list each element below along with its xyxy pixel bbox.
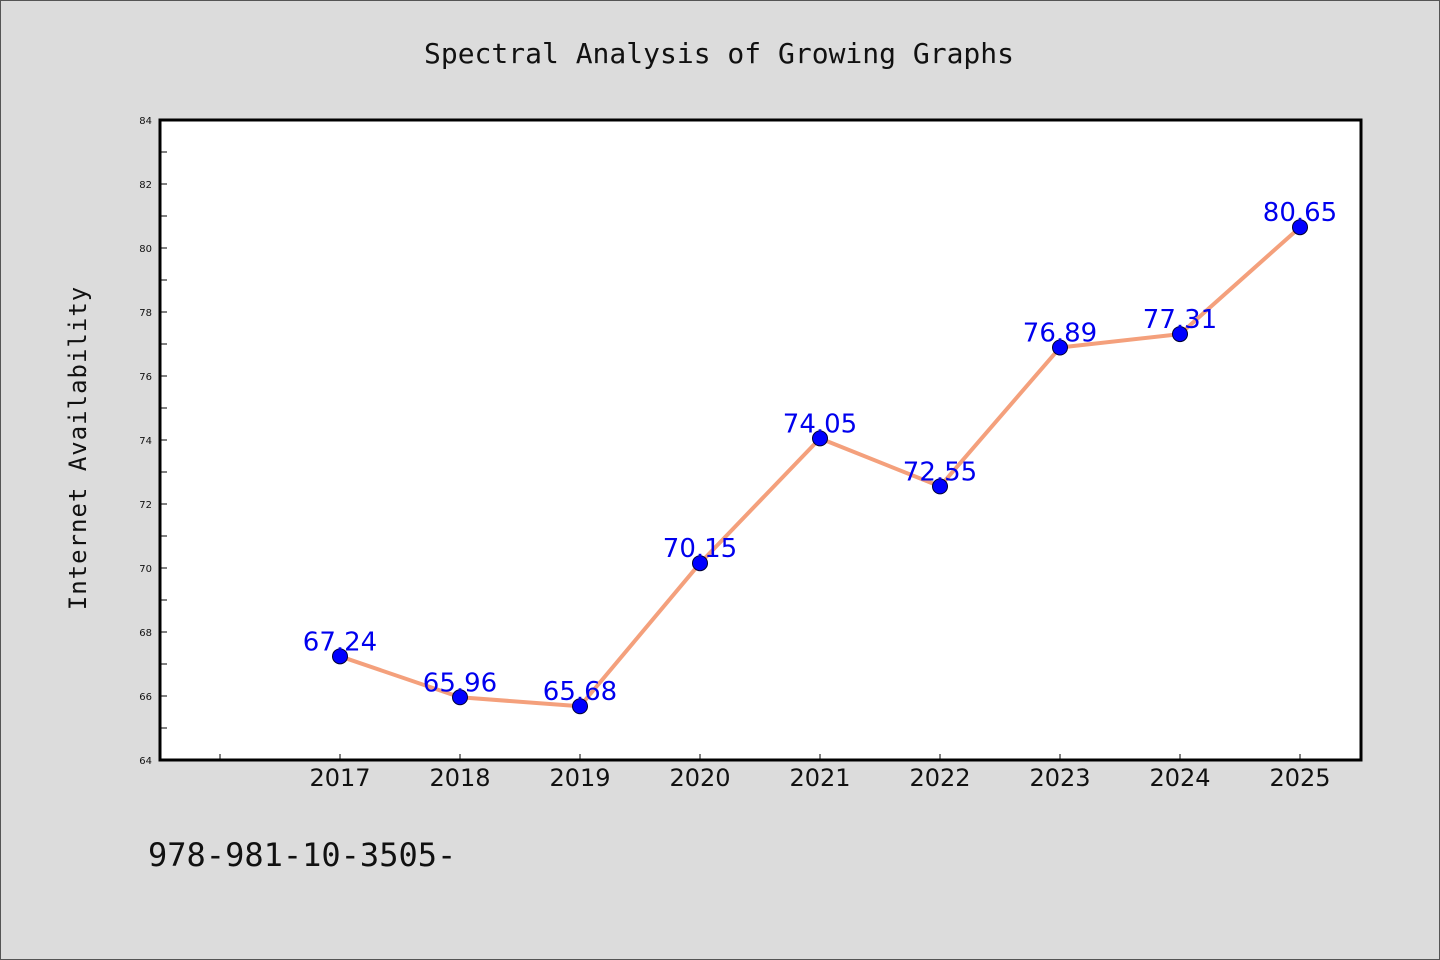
data-label: 72.55: [903, 457, 977, 487]
data-point: [692, 555, 708, 572]
x-tick-label: 2020: [669, 764, 730, 792]
data-point: [1172, 326, 1188, 343]
y-tick-label: 74: [139, 436, 152, 447]
y-tick-label: 80: [139, 244, 152, 255]
y-tick-label: 68: [139, 628, 152, 639]
data-label: 65.96: [423, 668, 497, 698]
y-tick-label: 70: [139, 564, 152, 575]
plot-area: [158, 118, 1363, 762]
x-tick-label: 2019: [549, 764, 610, 792]
data-point: [1292, 219, 1308, 236]
data-labels: 67.24 65.96 65.68 70.15 74.05 72.55 76.89 77.31…: [303, 198, 1337, 707]
x-tick-label: 2024: [1149, 764, 1210, 792]
x-tick-label: 2017: [309, 764, 370, 792]
y-tick-label: 82: [139, 180, 152, 191]
data-point: [812, 430, 828, 447]
x-tick-label: 2018: [429, 764, 490, 792]
y-tick-label: 64: [139, 756, 152, 767]
data-label: 74.05: [783, 409, 857, 439]
data-point: [452, 689, 468, 706]
y-tick-label: 78: [139, 308, 152, 319]
x-tick-label: 2023: [1029, 764, 1090, 792]
x-tick-label: 2021: [789, 764, 850, 792]
data-point: [572, 698, 588, 715]
data-label: 67.24: [303, 627, 377, 657]
data-label: 70.15: [663, 534, 737, 564]
y-tick-label: 84: [139, 116, 152, 127]
y-tick-label: 72: [139, 500, 152, 511]
data-point-markers: [332, 219, 1308, 715]
y-axis-ticks: 64 66 68 70 72 74 76 78 80 82 84: [139, 116, 167, 767]
x-tick-label: 2025: [1269, 764, 1330, 792]
y-tick-label: 66: [139, 692, 152, 703]
y-tick-label: 76: [139, 372, 152, 383]
data-label: 65.68: [543, 677, 617, 707]
y-axis-label: Internet Availability: [64, 286, 92, 610]
data-point: [1052, 339, 1068, 356]
data-label: 76.89: [1023, 319, 1097, 349]
x-tick-label: 2022: [909, 764, 970, 792]
data-label: 77.31: [1143, 305, 1217, 335]
footer-isbn-text: 978-981-10-3505-: [148, 836, 456, 874]
data-label: 80.65: [1263, 198, 1337, 228]
data-point: [932, 478, 948, 495]
x-axis-ticks: 2017 2018 2019 2020 2021 2022 2023 2024 2025: [219, 754, 1331, 792]
data-point: [332, 648, 348, 665]
chart-title: Spectral Analysis of Growing Graphs: [424, 37, 1014, 70]
